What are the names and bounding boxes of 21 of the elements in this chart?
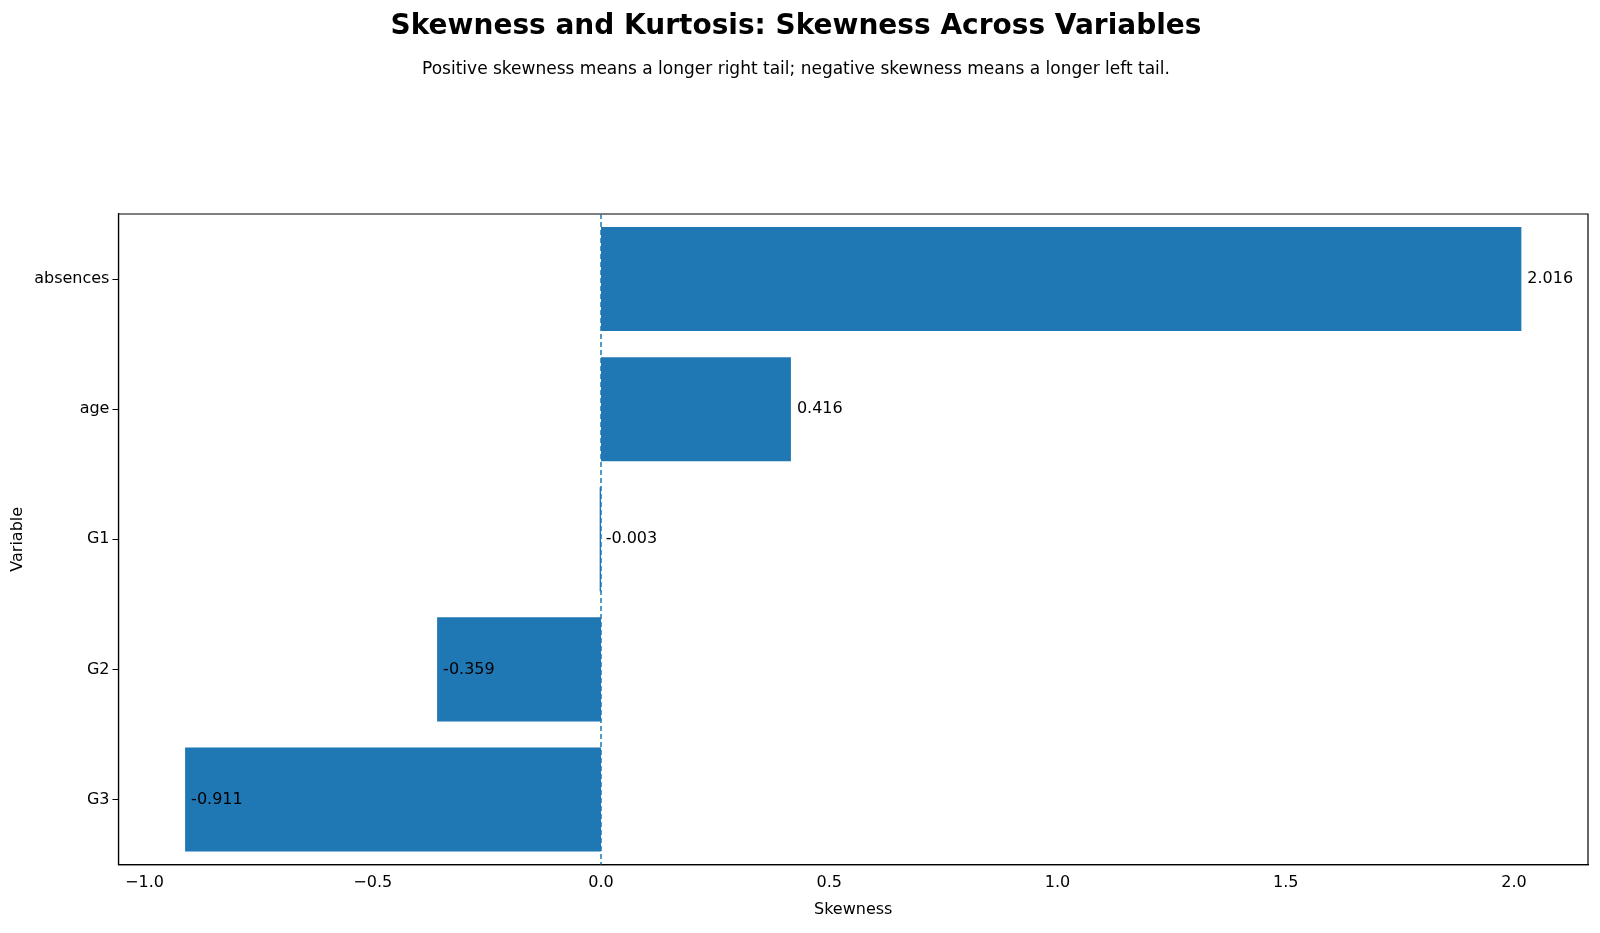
y-tick-label: age xyxy=(79,398,110,418)
data-label: -0.911 xyxy=(191,788,243,808)
data-label: -0.003 xyxy=(605,528,658,548)
x-tick-label: −1.0 xyxy=(125,872,164,892)
y-tick-label: G3 xyxy=(86,788,110,808)
x-axis-title: Skewness xyxy=(814,898,893,918)
x-tick-label: 0.0 xyxy=(588,872,614,892)
x-tick-label: 1.5 xyxy=(1273,872,1299,892)
chart-title: Skewness and Kurtosis: Skewness Across Variables xyxy=(390,8,1202,42)
data-label: -0.359 xyxy=(443,658,495,678)
y-tick-label: G2 xyxy=(86,658,110,678)
x-tick-label: 2.0 xyxy=(1501,872,1527,892)
y-axis-title: Variable xyxy=(6,506,26,572)
chart-subtitle: Positive skewness means a longer right tail; negative skewness means a longer left tail. xyxy=(422,58,1170,79)
y-tick-label: G1 xyxy=(86,528,110,548)
x-tick-label: 0.5 xyxy=(816,872,842,892)
data-label: 2.016 xyxy=(1527,268,1574,288)
x-tick-label: −0.5 xyxy=(353,872,393,892)
data-label: 0.416 xyxy=(796,398,843,418)
x-tick-label: 1.0 xyxy=(1044,872,1071,892)
y-tick-label: absences xyxy=(34,268,110,288)
